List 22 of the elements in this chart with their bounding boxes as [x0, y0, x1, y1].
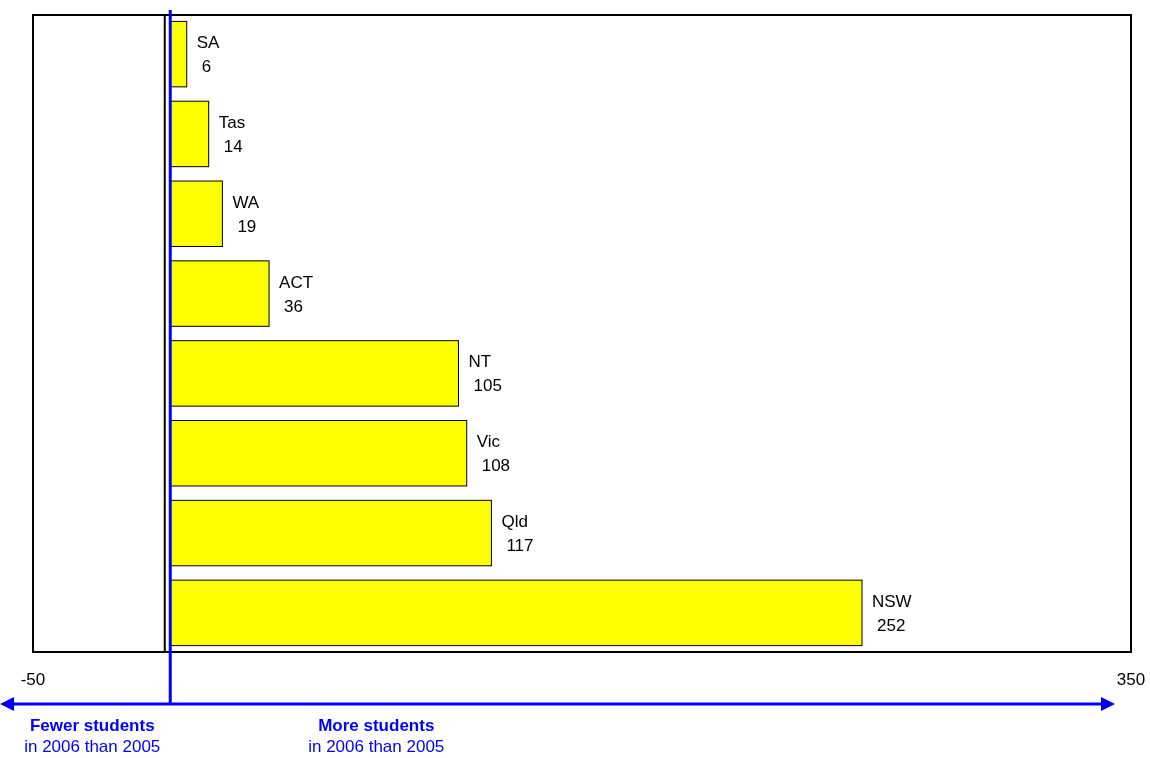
data-label: 117 — [506, 536, 534, 556]
data-label: 252 — [876, 615, 906, 635]
y-tick-label: SA — [196, 33, 221, 53]
text: in 2006 than 2005 — [24, 737, 161, 756]
y-tick-label: Qld — [501, 512, 528, 532]
y-tick-label: NSW — [871, 591, 912, 611]
text: in 2006 than 2005 — [308, 737, 445, 756]
y-tick-label: Vic — [476, 432, 501, 452]
data-label: 108 — [481, 456, 511, 476]
data-label: 105 — [473, 376, 502, 396]
x-tick-label: 350 — [1116, 670, 1146, 689]
text: More students — [318, 716, 435, 735]
data-label: 19 — [237, 216, 257, 236]
y-tick-label: NT — [468, 352, 492, 372]
text: Fewer students — [29, 716, 155, 735]
data-label: 36 — [284, 296, 303, 316]
data-label: 6 — [201, 57, 212, 77]
data-label: 14 — [223, 136, 243, 156]
y-tick-label: WA — [232, 192, 260, 212]
x-tick-label: -50 — [20, 670, 46, 689]
y-tick-label: ACT — [279, 272, 314, 292]
y-tick-label: Tas — [218, 112, 246, 132]
